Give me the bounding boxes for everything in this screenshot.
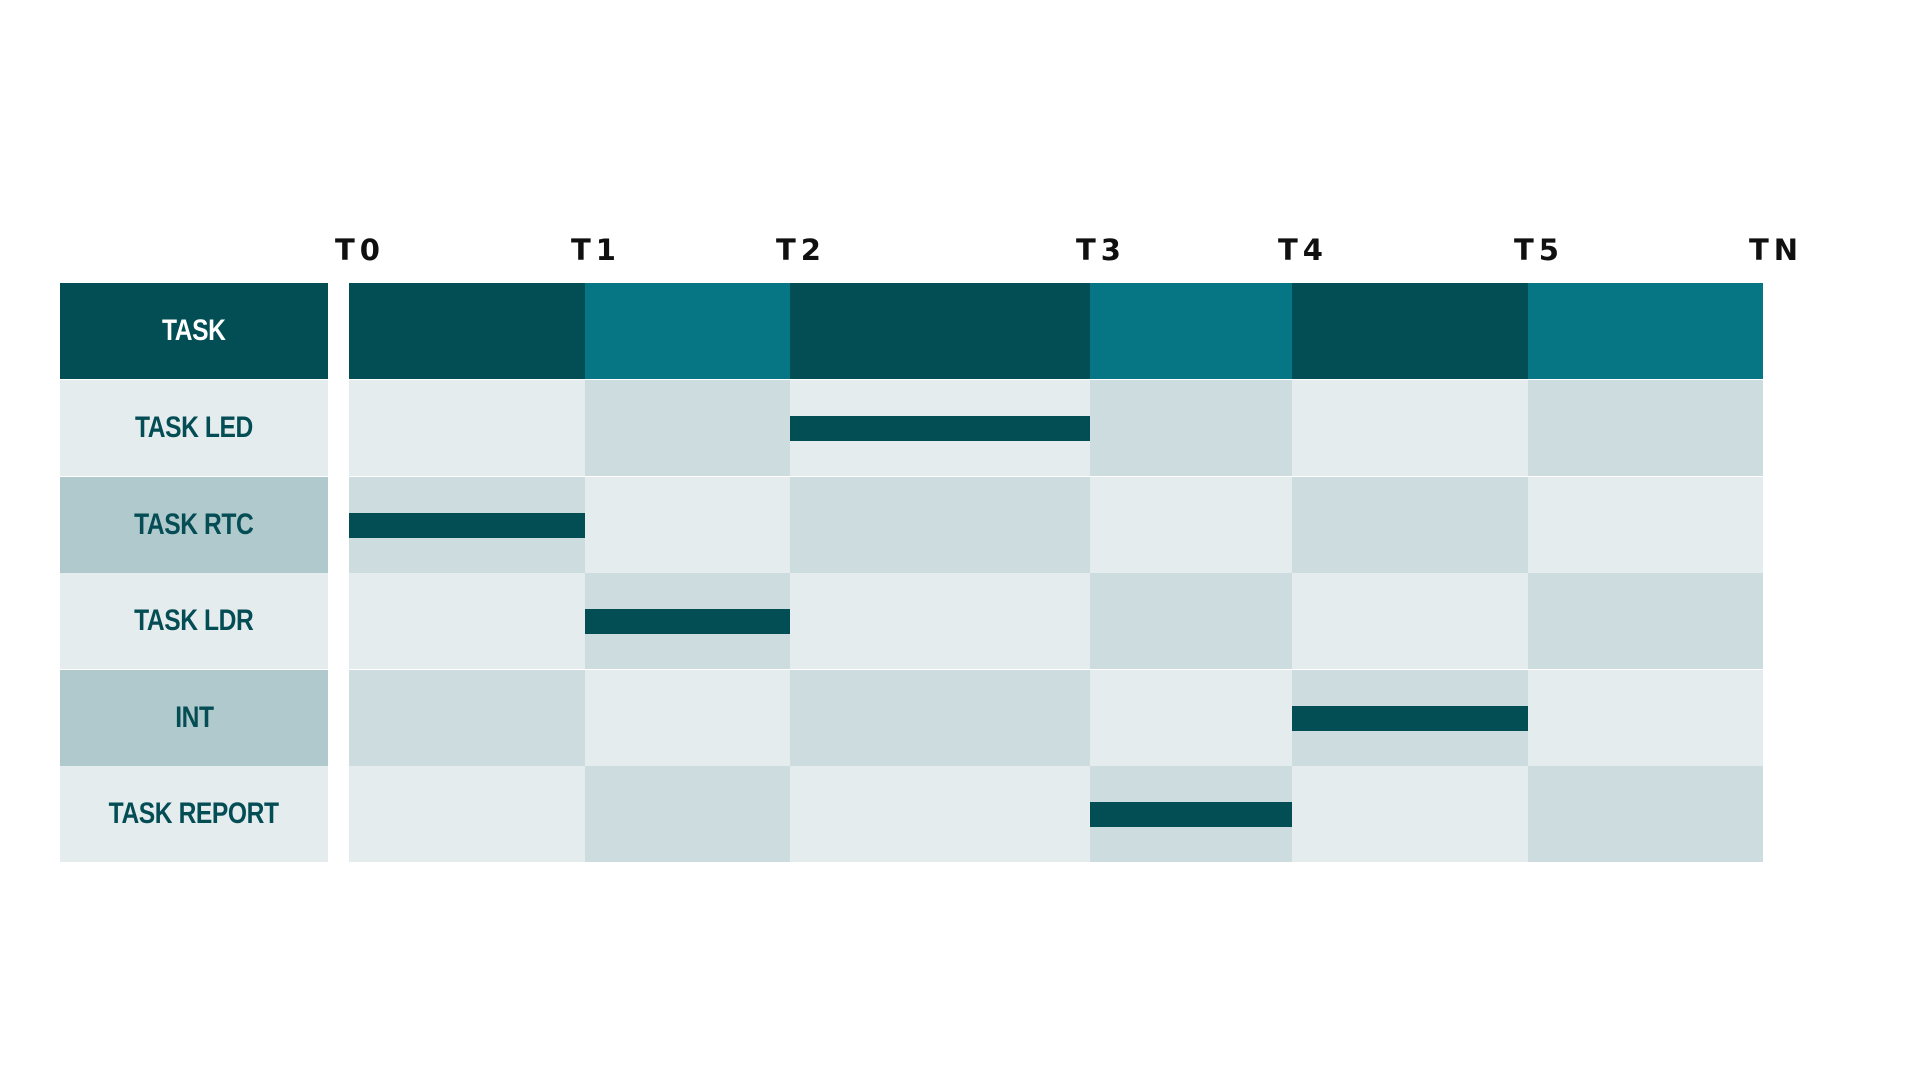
slot-cell [1292, 766, 1528, 862]
row-label-cell: TASK REPORT [60, 766, 328, 862]
time-tick-t4: T4 [1278, 233, 1328, 267]
slot-cell [1090, 573, 1292, 669]
active-bar [349, 513, 585, 538]
row-label: TASK REPORT [109, 797, 279, 830]
time-tick-t3: T3 [1076, 233, 1126, 267]
time-tick-t1: T1 [571, 233, 621, 267]
slot-cell [790, 573, 1090, 669]
header-label-cell: TASK [60, 283, 328, 379]
slot-cell [349, 380, 585, 476]
header-label: TASK [162, 314, 226, 347]
header-slot-cell [1292, 283, 1528, 379]
slot-cell [790, 477, 1090, 573]
slot-cell [790, 766, 1090, 862]
active-bar [585, 609, 790, 634]
slot-cell [349, 766, 585, 862]
header-slot-cell [349, 283, 585, 379]
row-label: INT [174, 701, 214, 734]
slot-cell [585, 670, 790, 766]
time-tick-t0: T0 [335, 233, 385, 267]
slot-cell [1292, 477, 1528, 573]
header-slot-cell [1528, 283, 1763, 379]
time-tick-t5: T5 [1514, 233, 1564, 267]
slot-cell [1292, 573, 1528, 669]
slot-cell [349, 670, 585, 766]
header-slot-cell [1090, 283, 1292, 379]
slot-cell [1528, 766, 1763, 862]
row-label: TASK LED [135, 411, 253, 444]
slot-cell [349, 573, 585, 669]
active-bar [1090, 802, 1292, 827]
slot-cell [1292, 380, 1528, 476]
slot-cell [585, 380, 790, 476]
header-slot-cell [790, 283, 1090, 379]
time-tick-t2: T2 [776, 233, 826, 267]
slot-cell [1090, 670, 1292, 766]
slot-cell [585, 766, 790, 862]
time-tick-tn: TN [1749, 233, 1804, 267]
slot-cell [1528, 380, 1763, 476]
slot-cell [1528, 477, 1763, 573]
slot-cell [790, 670, 1090, 766]
row-label: TASK RTC [134, 508, 254, 541]
header-slot-cell [585, 283, 790, 379]
slot-cell [1528, 670, 1763, 766]
row-label-cell: TASK LDR [60, 573, 328, 669]
row-label-cell: INT [60, 670, 328, 766]
slot-cell [1090, 380, 1292, 476]
row-label-cell: TASK LED [60, 380, 328, 476]
row-label: TASK LDR [134, 604, 254, 637]
row-label-cell: TASK RTC [60, 477, 328, 573]
slot-cell [1090, 477, 1292, 573]
slot-cell [1528, 573, 1763, 669]
active-bar [790, 416, 1090, 441]
active-bar [1292, 706, 1528, 731]
slot-cell [585, 477, 790, 573]
